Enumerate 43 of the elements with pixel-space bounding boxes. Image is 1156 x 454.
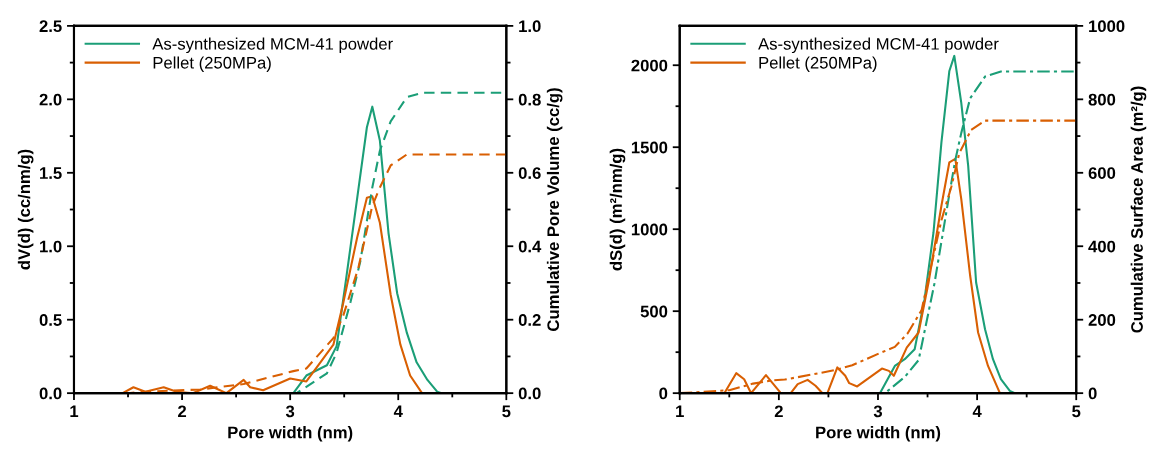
y-tick-label: 0.5 (39, 314, 62, 326)
y-tick-label: 1.5 (40, 167, 62, 179)
x-tick-label: 1 (676, 405, 684, 418)
y2-axis-title: Cumulative Pore Volume (cc/g) (546, 88, 563, 331)
y-axis-title: dS(d) (m²/nm/g) (609, 148, 626, 271)
y2-tick-label: 0.0 (518, 387, 541, 400)
x-tick-label: 2 (774, 405, 783, 418)
y2-axis-title: Cumulative Surface Area (m²/g) (1130, 86, 1147, 333)
x-tick-label: 4 (972, 405, 982, 418)
y2-tick-label: 1.0 (519, 20, 541, 33)
legend-label: Pellet (250MPa) (153, 56, 271, 72)
x-tick-label: 2 (178, 405, 187, 418)
x-tick-label: 5 (502, 405, 511, 418)
legend-label: As-synthesized MCM-41 powder (152, 37, 393, 54)
y-tick-label: 1000 (631, 223, 668, 236)
y2-tick-label: 0.6 (518, 167, 541, 179)
y2-tick-label: 200 (1088, 314, 1116, 326)
x-axis-title: Pore width (nm) (228, 426, 353, 442)
y-tick-label: 2000 (631, 59, 668, 72)
y2-tick-label: 1000 (1089, 20, 1125, 33)
x-axis-title: Pore width (nm) (816, 426, 941, 442)
y2-tick-label: 0.8 (518, 93, 541, 106)
x-tick-label: 3 (873, 405, 883, 418)
y2-tick-label: 0 (1088, 387, 1097, 400)
y-tick-label: 2.5 (39, 20, 62, 33)
y2-tick-label: 400 (1088, 240, 1116, 253)
x-tick-label: 1 (70, 405, 79, 418)
y-tick-label: 2.0 (39, 93, 62, 106)
y2-tick-label: 800 (1088, 93, 1116, 106)
y-tick-label: 500 (640, 305, 668, 318)
y-tick-label: 0.0 (39, 387, 62, 400)
y-tick-label: 0 (659, 387, 668, 400)
y-axis-title: dV(d) (cc/nm/g) (17, 149, 34, 270)
x-tick-label: 5 (1072, 405, 1081, 418)
y2-tick-label: 0.4 (518, 240, 542, 253)
legend-label: Pellet (250MPa) (759, 56, 877, 72)
legend-label: As-synthesized MCM-41 powder (758, 37, 999, 54)
y-tick-label: 1500 (631, 141, 668, 154)
y2-tick-label: 600 (1088, 167, 1116, 179)
y2-tick-label: 0.2 (518, 314, 541, 326)
x-tick-label: 4 (393, 405, 403, 418)
x-tick-label: 3 (285, 405, 295, 418)
y-tick-label: 1.0 (40, 240, 62, 253)
